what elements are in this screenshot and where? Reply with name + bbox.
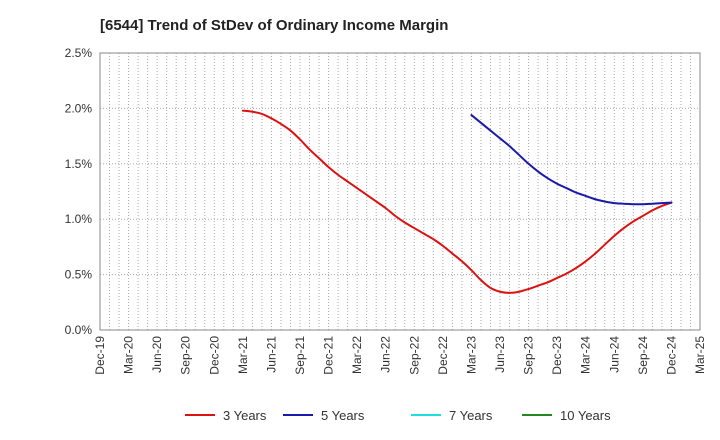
x-tick-label: Mar-24 — [579, 336, 593, 374]
x-tick-label: Dec-23 — [550, 336, 564, 375]
x-tick-label: Jun-23 — [493, 336, 507, 373]
x-tick-label: Mar-22 — [350, 336, 364, 374]
legend-label-7-years: 7 Years — [449, 408, 493, 423]
x-tick-label: Jun-20 — [150, 336, 164, 373]
x-tick-label: Dec-22 — [436, 336, 450, 375]
x-tick-label: Dec-19 — [93, 336, 107, 375]
series-lines — [241, 109, 673, 294]
x-tick-label: Sep-20 — [179, 336, 193, 375]
y-tick-label: 1.5% — [65, 157, 93, 171]
y-tick-label: 1.0% — [65, 212, 93, 226]
x-tick-label: Dec-24 — [664, 336, 678, 375]
x-tick-label: Jun-24 — [607, 336, 621, 373]
x-tick-label: Dec-20 — [207, 336, 221, 375]
axes — [99, 52, 701, 331]
y-tick-label: 0.0% — [65, 323, 93, 337]
x-axis-ticks: Dec-19 Mar-20 Jun-20 Sep-20 Dec-20 Mar-21 Jun-… — [93, 336, 707, 375]
series-line-3-years — [241, 109, 673, 294]
x-tick-label: Mar-21 — [236, 336, 250, 374]
legend-label-10-years: 10 Years — [560, 408, 611, 423]
x-tick-label: Dec-21 — [322, 336, 336, 375]
x-tick-label: Sep-22 — [407, 336, 421, 375]
x-tick-label: Mar-20 — [122, 336, 136, 374]
x-tick-label: Sep-24 — [636, 336, 650, 375]
y-axis-ticks: 0.0% 0.5% 1.0% 1.5% 2.0% 2.5% — [65, 46, 93, 337]
grid — [100, 52, 700, 330]
x-tick-label: Jun-21 — [264, 336, 278, 373]
series-line-5-years — [470, 114, 673, 206]
x-tick-label: Sep-23 — [522, 336, 536, 375]
x-tick-label: Mar-23 — [464, 336, 478, 374]
x-tick-label: Sep-21 — [293, 336, 307, 375]
chart-title: [6544] Trend of StDev of Ordinary Income… — [100, 17, 448, 34]
legend: 3 Years 5 Years 7 Years 10 Years — [185, 408, 611, 423]
x-tick-label: Mar-25 — [693, 336, 707, 374]
legend-label-3-years: 3 Years — [223, 408, 267, 423]
y-tick-label: 2.0% — [65, 101, 93, 115]
y-tick-label: 0.5% — [65, 268, 93, 282]
y-tick-label: 2.5% — [65, 46, 93, 60]
legend-label-5-years: 5 Years — [321, 408, 365, 423]
x-tick-label: Jun-22 — [379, 336, 393, 373]
plot-frame — [99, 52, 701, 331]
